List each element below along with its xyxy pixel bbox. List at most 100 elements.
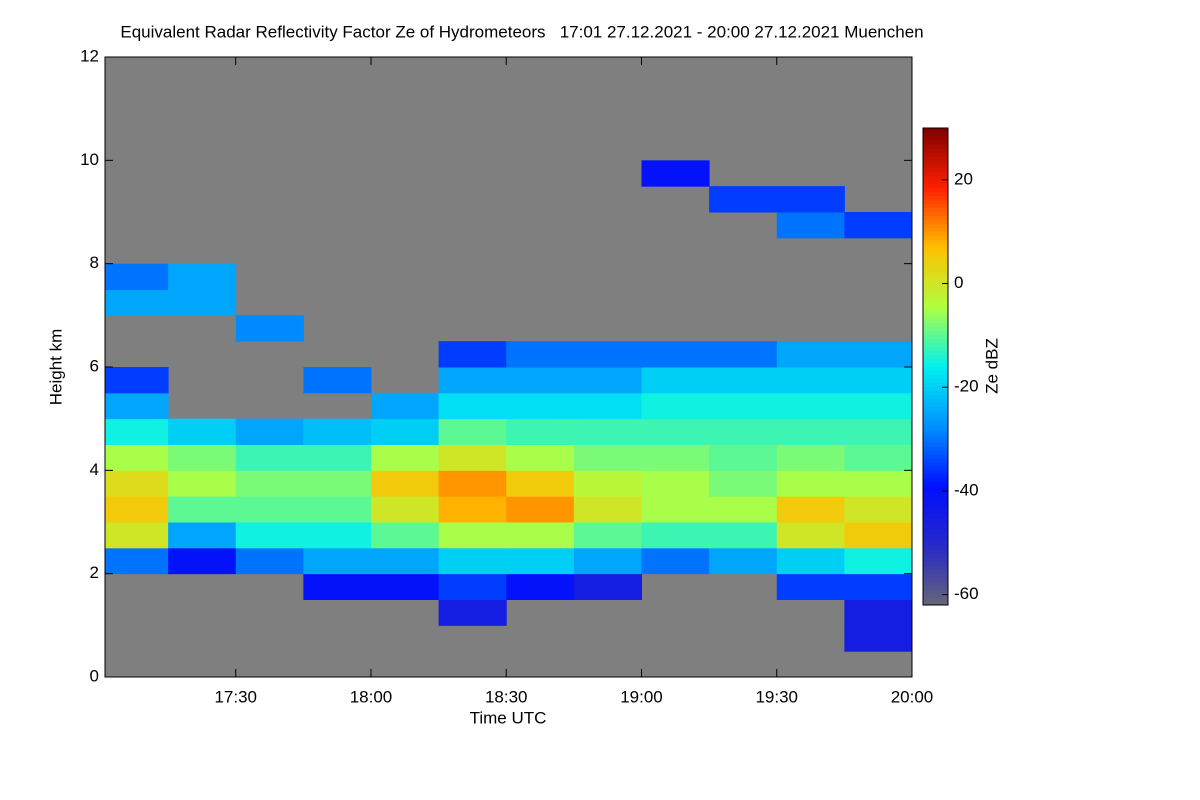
heatmap-cell xyxy=(573,392,642,420)
heatmap-cell xyxy=(303,418,372,445)
heatmap-cell xyxy=(168,547,237,575)
colorbar-segment xyxy=(923,223,948,228)
heatmap-cell xyxy=(438,367,507,394)
heatmap-cell xyxy=(303,470,372,497)
colorbar-segment xyxy=(923,442,948,447)
heatmap-cell xyxy=(641,522,710,549)
colorbar-segment xyxy=(923,414,948,419)
colorbar-segment xyxy=(923,569,948,574)
colorbar-segment xyxy=(923,346,948,352)
heatmap-cell xyxy=(844,470,912,497)
colorbar-segment xyxy=(923,589,948,594)
colorbar-segment xyxy=(923,326,948,332)
heatmap-cell xyxy=(438,418,507,445)
heatmap-cell xyxy=(844,522,912,549)
colorbar-segment xyxy=(923,410,948,415)
colorbar-segment xyxy=(923,565,948,570)
heatmap-cell xyxy=(235,315,304,342)
heatmap-cell xyxy=(168,289,237,316)
colorbar-segment xyxy=(923,219,948,224)
heatmap-cell xyxy=(370,547,440,575)
heatmap-cell xyxy=(235,444,304,471)
heatmap-cell xyxy=(709,470,778,497)
colorbar-segment xyxy=(923,485,948,491)
y-tick-label: 12 xyxy=(80,46,99,65)
colorbar-segment xyxy=(923,422,948,427)
heatmap-cell xyxy=(370,392,440,420)
heatmap-cell xyxy=(105,263,169,290)
heatmap-cell xyxy=(709,392,778,420)
colorbar-segment xyxy=(923,601,948,606)
colorbar-segment xyxy=(923,179,948,185)
heatmap-cell xyxy=(303,444,372,471)
heatmap-cell xyxy=(438,392,507,420)
colorbar-segment xyxy=(923,394,948,399)
heatmap-cell xyxy=(776,212,845,239)
colorbar-segment xyxy=(923,128,948,133)
colorbar-segment xyxy=(923,517,948,523)
colorbar-segment xyxy=(923,537,948,542)
heatmap-cell xyxy=(776,341,845,368)
heatmap-cell xyxy=(506,392,575,420)
x-axis-label: Time UTC xyxy=(470,708,547,727)
y-tick-label: 2 xyxy=(90,563,99,582)
heatmap-cell xyxy=(370,573,440,600)
heatmap-cell xyxy=(370,522,440,549)
colorbar-segment xyxy=(923,310,948,316)
heatmap-cell xyxy=(641,367,710,394)
colorbar-segment xyxy=(923,259,948,264)
heatmap-cell xyxy=(844,341,912,368)
y-tick-label: 8 xyxy=(90,253,99,272)
heatmap-cell xyxy=(105,367,169,394)
colorbar-segment xyxy=(923,207,948,212)
colorbar-segment xyxy=(923,438,948,443)
heatmap-cell xyxy=(303,547,372,575)
heatmap-cell xyxy=(573,418,642,445)
colorbar-segment xyxy=(923,203,948,208)
heatmap-cell xyxy=(844,547,912,575)
heatmap-cell xyxy=(573,573,642,600)
heatmap-cell xyxy=(438,522,507,549)
colorbar-segment xyxy=(923,521,948,526)
colorbar-segment xyxy=(923,581,948,586)
heatmap-cell xyxy=(641,392,710,420)
colorbar-segment xyxy=(923,453,948,459)
heatmap-cell xyxy=(844,392,912,420)
colorbar-segment xyxy=(923,314,948,320)
colorbar-segment xyxy=(923,171,948,177)
colorbar-segment xyxy=(923,549,948,554)
heatmap-cell xyxy=(506,496,575,523)
colorbar-segment xyxy=(923,430,948,435)
heatmap-cell xyxy=(776,186,845,213)
heatmap-cell xyxy=(105,392,169,420)
heatmap-cell xyxy=(303,573,372,600)
colorbar-tick-label: -40 xyxy=(954,480,979,499)
heatmap-cell xyxy=(641,470,710,497)
heatmap-cell xyxy=(303,496,372,523)
colorbar-segment xyxy=(923,298,948,304)
chart-title: Equivalent Radar Reflectivity Factor Ze … xyxy=(120,22,923,41)
colorbar-segment xyxy=(923,378,948,383)
colorbar-segment xyxy=(923,529,948,534)
colorbar-segment xyxy=(923,557,948,562)
heatmap-cell xyxy=(438,599,507,626)
colorbar-tick-label: 20 xyxy=(954,169,973,188)
heatmap-cell xyxy=(776,367,845,394)
colorbar-segment xyxy=(923,513,948,519)
heatmap-cell xyxy=(303,367,372,394)
y-tick-label: 4 xyxy=(90,460,99,479)
colorbar-segment xyxy=(923,533,948,538)
colorbar-tick-label: -20 xyxy=(954,377,979,396)
heatmap-cell xyxy=(776,496,845,523)
colorbar-segment xyxy=(923,489,948,495)
colorbar-segment xyxy=(923,302,948,308)
heatmap-cell xyxy=(709,341,778,368)
colorbar-segment xyxy=(923,545,948,550)
colorbar-segment xyxy=(923,382,948,387)
heatmap-cell xyxy=(844,212,912,239)
colorbar-segment xyxy=(923,279,948,284)
heatmap-cell xyxy=(105,522,169,549)
colorbar-segment xyxy=(923,143,948,149)
colorbar-segment xyxy=(923,446,948,451)
heatmap-cell xyxy=(844,367,912,394)
